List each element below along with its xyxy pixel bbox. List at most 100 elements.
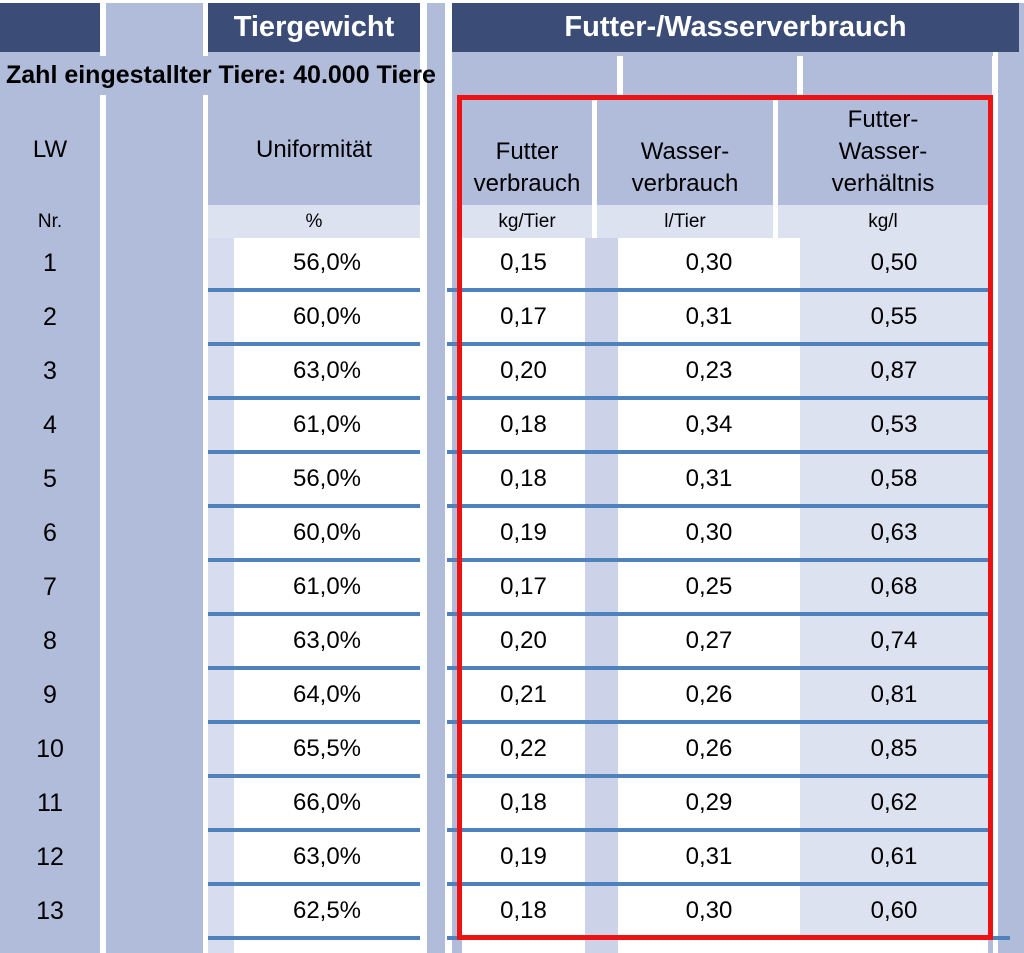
column-band-gap <box>427 3 445 953</box>
header-wasserverbrauch[interactable]: Wasser- verbrauch <box>631 138 739 197</box>
cell-uniformitaet[interactable]: 61,0% <box>234 562 420 612</box>
cell-verhaeltnis[interactable]: 0,74 <box>800 616 988 666</box>
cell-wasserverbrauch[interactable]: 0,34 <box>618 400 800 450</box>
cell-uniformitaet[interactable]: 62,5% <box>234 886 420 936</box>
cell-lw-nr[interactable]: 11 <box>37 788 63 817</box>
header-futter-wasser-verhaeltnis[interactable]: Futter- Wasser- verhältnis <box>831 106 935 197</box>
uniformitaet-strip <box>208 400 234 450</box>
cell-wasserverbrauch[interactable]: 0,30 <box>618 886 800 936</box>
cell-gap-strip <box>585 508 618 558</box>
info-row-merged-cell[interactable] <box>0 56 420 95</box>
cell-uniformitaet[interactable]: 65,5% <box>234 724 420 774</box>
cell-uniformitaet[interactable]: 64,0% <box>234 670 420 720</box>
cell-uniformitaet[interactable]: 66,0% <box>234 778 420 828</box>
cell-wasserverbrauch[interactable]: 0,27 <box>618 616 800 666</box>
cell-lw-nr[interactable]: 4 <box>43 410 57 439</box>
cell-uniformitaet[interactable]: 63,0% <box>234 616 420 666</box>
cell-futterverbrauch[interactable]: 0,18 <box>462 400 585 450</box>
cell-futterverbrauch[interactable]: 0,18 <box>462 886 585 936</box>
cell-wasserverbrauch[interactable]: 0,31 <box>618 832 800 882</box>
cell-wasserverbrauch[interactable]: 0,30 <box>618 238 800 288</box>
cell-lw-nr[interactable]: 10 <box>36 734 64 763</box>
cell-futterverbrauch[interactable]: 0,17 <box>462 562 585 612</box>
cell-lw-nr[interactable]: 3 <box>43 356 57 385</box>
cell-verhaeltnis[interactable]: 0,58 <box>800 454 988 504</box>
row-separator-line <box>208 288 420 292</box>
unit-nr[interactable]: Nr. <box>37 210 63 232</box>
bottom-cell <box>234 940 420 953</box>
cell-futterverbrauch[interactable]: 0,17 <box>462 292 585 342</box>
cell-lw-nr[interactable]: 7 <box>43 572 57 601</box>
unit-l-tier[interactable]: l/Tier <box>597 205 773 238</box>
cell-wasserverbrauch[interactable]: 0,26 <box>618 724 800 774</box>
unit-percent[interactable]: % <box>208 205 420 238</box>
cell-lw-nr[interactable]: 13 <box>36 896 64 925</box>
bottom-cell <box>462 940 585 953</box>
row-separator-line <box>447 288 988 292</box>
cell-uniformitaet[interactable]: 56,0% <box>234 454 420 504</box>
cell-lw-nr[interactable]: 8 <box>43 626 57 655</box>
cell-futterverbrauch[interactable]: 0,22 <box>462 724 585 774</box>
cell-futterverbrauch[interactable]: 0,19 <box>462 508 585 558</box>
uniformitaet-strip <box>208 508 234 558</box>
cell-futterverbrauch[interactable]: 0,20 <box>462 346 585 396</box>
bottom-cell <box>800 940 988 953</box>
cell-uniformitaet[interactable]: 63,0% <box>234 346 420 396</box>
cell-lw-nr[interactable]: 12 <box>36 842 64 871</box>
header-uniformitaet[interactable]: Uniformität <box>208 95 420 205</box>
row-separator-line <box>447 828 988 832</box>
cell-verhaeltnis[interactable]: 0,87 <box>800 346 988 396</box>
cell-uniformitaet[interactable]: 60,0% <box>234 508 420 558</box>
header-lw[interactable]: LW <box>0 95 100 205</box>
cell-verhaeltnis[interactable]: 0,68 <box>800 562 988 612</box>
cell-futterverbrauch[interactable]: 0,19 <box>462 832 585 882</box>
table-row: 12 63,0% 0,19 0,31 0,61 <box>0 832 1024 886</box>
cell-futterverbrauch[interactable]: 0,20 <box>462 616 585 666</box>
cell-wasserverbrauch[interactable]: 0,31 <box>618 292 800 342</box>
cell-uniformitaet[interactable]: 63,0% <box>234 832 420 882</box>
info-row-separator-2 <box>797 56 803 95</box>
bottom-cell <box>618 940 800 953</box>
cell-wasserverbrauch[interactable]: 0,30 <box>618 508 800 558</box>
cell-uniformitaet[interactable]: 60,0% <box>234 292 420 342</box>
unit-kg-l[interactable]: kg/l <box>778 205 988 238</box>
uniformitaet-strip <box>208 346 234 396</box>
cell-futterverbrauch[interactable]: 0,15 <box>462 238 585 288</box>
cell-verhaeltnis[interactable]: 0,62 <box>800 778 988 828</box>
row-separator-line <box>447 774 988 778</box>
title-block-corner <box>0 3 100 52</box>
header-uniformitaet-label: Uniformität <box>255 136 373 163</box>
row-separator-line <box>208 882 420 886</box>
cell-uniformitaet[interactable]: 61,0% <box>234 400 420 450</box>
unit-kg-tier[interactable]: kg/Tier <box>462 205 592 238</box>
cell-lw-nr[interactable]: 1 <box>43 248 57 277</box>
cell-uniformitaet[interactable]: 56,0% <box>234 238 420 288</box>
cell-verhaeltnis[interactable]: 0,61 <box>800 832 988 882</box>
cell-futterverbrauch[interactable]: 0,18 <box>462 778 585 828</box>
cell-verhaeltnis[interactable]: 0,60 <box>800 886 988 936</box>
cell-verhaeltnis[interactable]: 0,85 <box>800 724 988 774</box>
cell-lw-nr[interactable]: 5 <box>43 464 57 493</box>
cell-wasserverbrauch[interactable]: 0,26 <box>618 670 800 720</box>
cell-verhaeltnis[interactable]: 0,53 <box>800 400 988 450</box>
cell-wasserverbrauch[interactable]: 0,23 <box>618 346 800 396</box>
cell-verhaeltnis[interactable]: 0,81 <box>800 670 988 720</box>
cell-lw-nr[interactable]: 6 <box>43 518 57 547</box>
cell-wasserverbrauch[interactable]: 0,29 <box>618 778 800 828</box>
cell-gap-strip <box>585 454 618 504</box>
cell-lw-nr[interactable]: 2 <box>43 302 57 331</box>
header-futterverbrauch[interactable]: Futter verbrauch <box>473 138 581 197</box>
cell-lw-nr[interactable]: 9 <box>43 680 57 709</box>
cell-futterverbrauch[interactable]: 0,21 <box>462 670 585 720</box>
cell-verhaeltnis[interactable]: 0,50 <box>800 238 988 288</box>
cell-wasserverbrauch[interactable]: 0,25 <box>618 562 800 612</box>
cell-verhaeltnis[interactable]: 0,55 <box>800 292 988 342</box>
row-separator-line <box>447 612 988 616</box>
cell-gap-strip <box>585 292 618 342</box>
row-separator-line <box>208 558 420 562</box>
cell-wasserverbrauch[interactable]: 0,31 <box>618 454 800 504</box>
cell-verhaeltnis[interactable]: 0,63 <box>800 508 988 558</box>
uniformitaet-strip <box>208 616 234 666</box>
table-row: 5 56,0% 0,18 0,31 0,58 <box>0 454 1024 508</box>
cell-futterverbrauch[interactable]: 0,18 <box>462 454 585 504</box>
